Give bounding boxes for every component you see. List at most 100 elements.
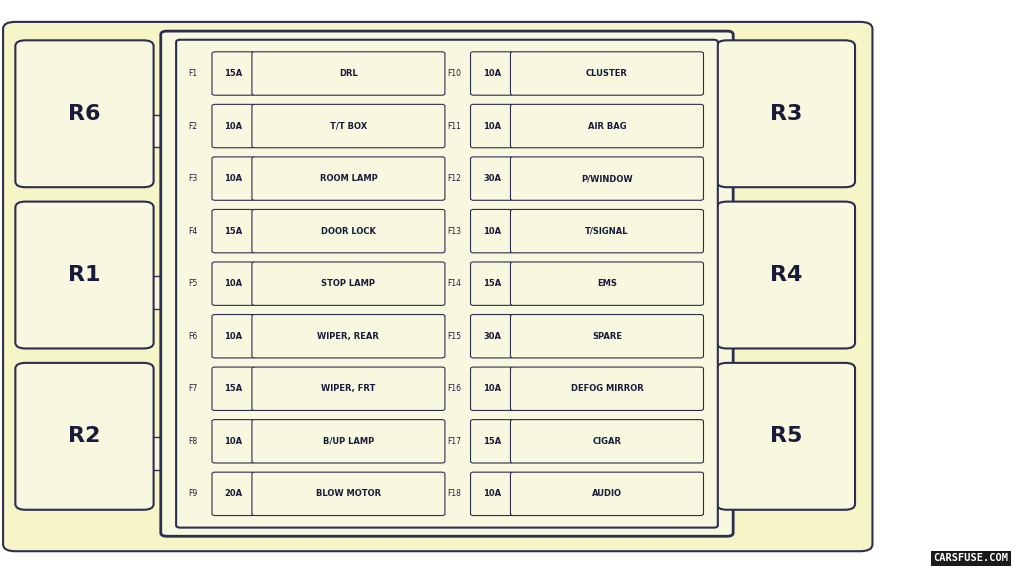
Text: AIR BAG: AIR BAG	[588, 122, 627, 131]
FancyBboxPatch shape	[212, 472, 255, 516]
FancyBboxPatch shape	[212, 367, 255, 411]
FancyBboxPatch shape	[252, 262, 444, 305]
Text: ROOM LAMP: ROOM LAMP	[319, 174, 377, 183]
Text: F13: F13	[446, 226, 461, 236]
Text: DEFOG MIRROR: DEFOG MIRROR	[570, 384, 643, 393]
Text: F2: F2	[188, 122, 198, 131]
FancyBboxPatch shape	[212, 52, 255, 95]
Text: 30A: 30A	[483, 332, 501, 341]
Text: F5: F5	[188, 279, 198, 288]
FancyBboxPatch shape	[176, 40, 718, 528]
Text: 10A: 10A	[483, 122, 501, 131]
Text: CLUSTER: CLUSTER	[586, 69, 628, 78]
Text: 10A: 10A	[224, 437, 243, 446]
Text: T/SIGNAL: T/SIGNAL	[586, 226, 629, 236]
Text: B/UP LAMP: B/UP LAMP	[323, 437, 374, 446]
Text: F11: F11	[446, 122, 461, 131]
Text: 15A: 15A	[483, 279, 501, 288]
Text: SPARE: SPARE	[592, 332, 622, 341]
FancyBboxPatch shape	[717, 40, 855, 187]
Text: 10A: 10A	[483, 384, 501, 393]
Text: 15A: 15A	[224, 384, 243, 393]
Text: F1: F1	[188, 69, 198, 78]
FancyBboxPatch shape	[15, 40, 154, 187]
FancyBboxPatch shape	[717, 202, 855, 348]
Text: P/WINDOW: P/WINDOW	[582, 174, 633, 183]
FancyBboxPatch shape	[137, 276, 168, 309]
FancyBboxPatch shape	[212, 262, 255, 305]
FancyBboxPatch shape	[510, 104, 703, 147]
Text: F3: F3	[188, 174, 198, 183]
Text: F4: F4	[188, 226, 198, 236]
FancyBboxPatch shape	[697, 437, 728, 470]
Text: R5: R5	[770, 426, 802, 446]
Text: R3: R3	[770, 104, 802, 124]
FancyBboxPatch shape	[252, 367, 444, 411]
FancyBboxPatch shape	[252, 210, 444, 253]
Text: F17: F17	[446, 437, 461, 446]
Text: F12: F12	[446, 174, 461, 183]
Text: 10A: 10A	[483, 69, 501, 78]
FancyBboxPatch shape	[137, 115, 168, 147]
Text: T/T BOX: T/T BOX	[330, 122, 367, 131]
FancyBboxPatch shape	[252, 472, 444, 516]
FancyBboxPatch shape	[717, 363, 855, 510]
FancyBboxPatch shape	[252, 420, 444, 463]
Text: R2: R2	[69, 426, 100, 446]
FancyBboxPatch shape	[252, 52, 444, 95]
FancyBboxPatch shape	[3, 22, 872, 551]
Text: 10A: 10A	[224, 279, 243, 288]
Text: F15: F15	[446, 332, 461, 341]
FancyBboxPatch shape	[510, 262, 703, 305]
Text: AUDIO: AUDIO	[592, 490, 622, 498]
FancyBboxPatch shape	[15, 202, 154, 348]
FancyBboxPatch shape	[212, 104, 255, 147]
Text: WIPER, REAR: WIPER, REAR	[317, 332, 379, 341]
Text: 15A: 15A	[224, 69, 243, 78]
Text: F6: F6	[188, 332, 198, 341]
Text: F14: F14	[446, 279, 461, 288]
Text: DOOR LOCK: DOOR LOCK	[321, 226, 376, 236]
Text: 10A: 10A	[224, 332, 243, 341]
FancyBboxPatch shape	[212, 210, 255, 253]
FancyBboxPatch shape	[471, 314, 514, 358]
FancyBboxPatch shape	[212, 420, 255, 463]
FancyBboxPatch shape	[471, 472, 514, 516]
Text: R1: R1	[69, 265, 100, 285]
FancyBboxPatch shape	[510, 420, 703, 463]
Text: F10: F10	[446, 69, 461, 78]
FancyBboxPatch shape	[15, 363, 154, 510]
Text: F16: F16	[446, 384, 461, 393]
Text: BLOW MOTOR: BLOW MOTOR	[315, 490, 381, 498]
Text: CIGAR: CIGAR	[593, 437, 622, 446]
Text: 10A: 10A	[224, 174, 243, 183]
Text: 30A: 30A	[483, 174, 501, 183]
FancyBboxPatch shape	[471, 157, 514, 200]
Text: F7: F7	[188, 384, 198, 393]
FancyBboxPatch shape	[471, 367, 514, 411]
Text: F9: F9	[188, 490, 198, 498]
Text: R6: R6	[69, 104, 100, 124]
Text: CARSFUSE.COM: CARSFUSE.COM	[934, 554, 1009, 563]
FancyBboxPatch shape	[212, 157, 255, 200]
Text: WIPER, FRT: WIPER, FRT	[322, 384, 376, 393]
Text: R4: R4	[770, 265, 802, 285]
Text: EMS: EMS	[597, 279, 616, 288]
Text: F18: F18	[446, 490, 461, 498]
FancyBboxPatch shape	[471, 420, 514, 463]
FancyBboxPatch shape	[471, 52, 514, 95]
FancyBboxPatch shape	[510, 367, 703, 411]
FancyBboxPatch shape	[471, 262, 514, 305]
FancyBboxPatch shape	[510, 210, 703, 253]
FancyBboxPatch shape	[252, 157, 444, 200]
Text: 20A: 20A	[224, 490, 243, 498]
FancyBboxPatch shape	[252, 314, 444, 358]
FancyBboxPatch shape	[510, 52, 703, 95]
Text: 10A: 10A	[483, 226, 501, 236]
Text: DRL: DRL	[339, 69, 357, 78]
FancyBboxPatch shape	[510, 472, 703, 516]
Text: STOP LAMP: STOP LAMP	[322, 279, 376, 288]
FancyBboxPatch shape	[252, 104, 444, 147]
Text: F8: F8	[188, 437, 198, 446]
FancyBboxPatch shape	[510, 314, 703, 358]
